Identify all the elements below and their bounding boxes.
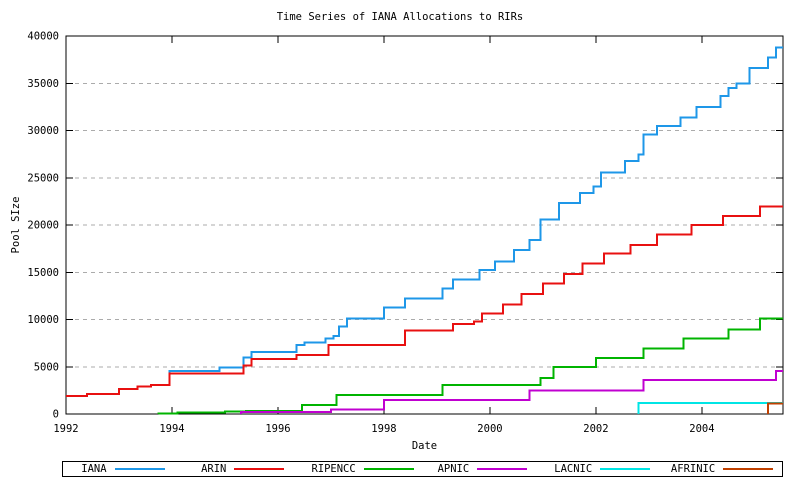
y-tick-label: 30000	[27, 125, 59, 137]
legend-label-afrinic: AFRINIC	[670, 463, 716, 475]
legend-label-apnic: APNIC	[437, 463, 470, 475]
legend-entry-arin: ARIN	[183, 462, 303, 476]
y-tick-label: 35000	[27, 78, 59, 90]
x-tick-label: 1994	[159, 423, 184, 435]
legend-line-apnic	[477, 468, 528, 470]
series-line-afrinic	[767, 402, 783, 414]
y-tick-label: 15000	[27, 267, 59, 279]
y-tick-label: 25000	[27, 172, 59, 184]
y-tick-label: 0	[53, 409, 59, 421]
legend-label-ripencc: RIPENCC	[311, 463, 356, 475]
x-tick-label: 2004	[689, 423, 714, 435]
series-line-arin	[66, 205, 783, 397]
legend-entry-lacnic: LACNIC	[542, 462, 662, 476]
x-tick-label: 1992	[53, 423, 78, 435]
series-line-apnic	[239, 370, 783, 414]
series-line-iana	[137, 46, 783, 388]
y-tick-label: 20000	[27, 220, 59, 232]
legend-label-arin: ARIN	[201, 463, 227, 475]
legend-line-iana	[114, 468, 165, 470]
x-tick-label: 1998	[371, 423, 396, 435]
legend-entry-iana: IANA	[63, 462, 183, 476]
x-tick-label: 2000	[477, 423, 502, 435]
chart-title: Time Series of IANA Allocations to RIRs	[276, 11, 524, 23]
series-line-ripencc	[157, 317, 783, 415]
legend-line-ripencc	[363, 468, 414, 470]
legend-line-lacnic	[600, 468, 651, 470]
legend-entry-ripencc: RIPENCC	[303, 462, 423, 476]
legend-entry-apnic: APNIC	[422, 462, 542, 476]
x-tick-label: 1996	[265, 423, 290, 435]
legend-line-afrinic	[723, 468, 774, 470]
y-tick-label: 5000	[34, 361, 59, 373]
x-axis-label: Date	[411, 440, 438, 452]
legend-label-iana: IANA	[81, 463, 107, 475]
x-tick-label: 2002	[583, 423, 608, 435]
legend-box: IANA ARIN RIPENCC APNIC LACNIC AFRINIC	[62, 461, 783, 477]
legend-entry-afrinic: AFRINIC	[662, 462, 782, 476]
legend-line-arin	[234, 468, 285, 470]
y-tick-label: 40000	[27, 31, 59, 43]
series-line-lacnic	[637, 402, 783, 414]
legend-label-lacnic: LACNIC	[554, 463, 593, 475]
y-tick-label: 10000	[27, 314, 59, 326]
